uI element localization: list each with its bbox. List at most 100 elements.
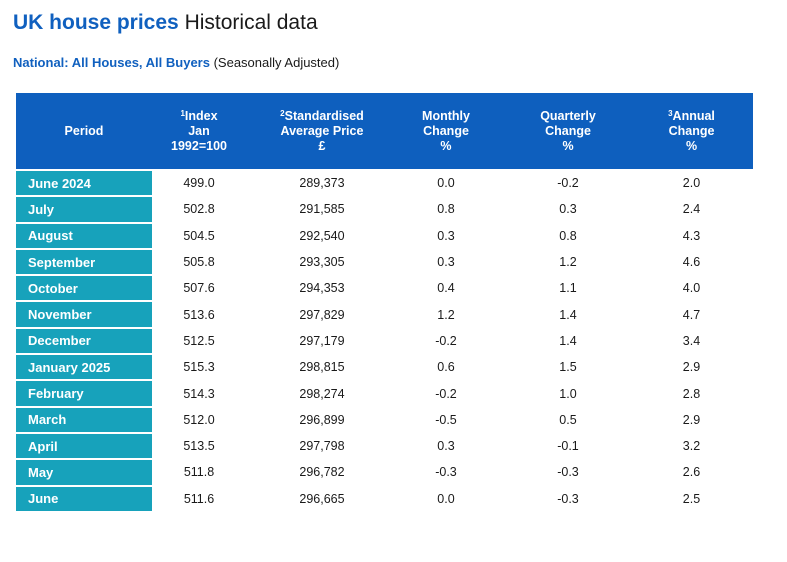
annual-change-cell: 2.9 [682, 360, 701, 375]
monthly-change-cell: 0.3 [437, 439, 455, 454]
header-price: 2Standardised Average Price £ [246, 93, 398, 169]
index-cell: 502.8 [183, 202, 215, 217]
monthly-change-cell: -0.2 [435, 333, 457, 348]
table-row: April 513.5 297,798 0.3 -0.1 3.2 [16, 433, 753, 459]
header-period-label: Period [64, 123, 104, 138]
quarterly-change-cell: -0.3 [557, 465, 579, 480]
header-index-line2: Jan [188, 123, 210, 138]
price-cell: 296,899 [299, 412, 345, 427]
annual-change-cell: 4.7 [682, 307, 701, 322]
index-cell: 507.6 [183, 281, 215, 296]
quarterly-change-cell: 1.2 [559, 255, 577, 270]
price-cell: 297,179 [299, 333, 345, 348]
quarterly-change-cell: 1.5 [559, 360, 577, 375]
period-cell: January 2025 [16, 355, 152, 380]
period-cell: September [16, 249, 152, 275]
header-annual-line1: Annual [672, 108, 715, 123]
monthly-change-cell: -0.3 [435, 465, 457, 480]
page-title: UK house prices Historical data [13, 10, 318, 36]
table-row: November 513.6 297,829 1.2 1.4 4.7 [16, 302, 753, 327]
header-monthly-line2: Change [423, 123, 469, 138]
index-cell: 499.0 [183, 176, 215, 191]
annual-change-cell: 2.4 [682, 202, 701, 217]
annual-change-cell: 4.6 [682, 255, 701, 270]
index-cell: 512.5 [183, 333, 215, 348]
quarterly-change-cell: -0.1 [557, 439, 579, 454]
index-cell: 515.3 [183, 360, 215, 375]
quarterly-change-cell: -0.2 [557, 176, 579, 191]
header-period: Period [16, 93, 152, 169]
price-cell: 296,665 [299, 491, 345, 506]
period-cell: June 2024 [16, 171, 152, 196]
period-cell: March [16, 407, 152, 432]
annual-change-cell: 3.4 [682, 333, 701, 348]
header-price-line1: Standardised [284, 108, 364, 123]
header-annual: 3Annual Change % [642, 93, 741, 169]
table-row: September 505.8 293,305 0.3 1.2 4.6 [16, 249, 753, 275]
index-cell: 512.0 [183, 412, 215, 427]
price-cell: 292,540 [299, 228, 345, 243]
period-cell: February [16, 381, 152, 406]
period-cell: June [16, 486, 152, 511]
period-cell: July [16, 197, 152, 222]
header-quarterly-line1: Quarterly [540, 108, 596, 123]
subtitle-strong: National: All Houses, All Buyers [13, 55, 210, 70]
price-cell: 296,782 [299, 465, 345, 480]
header-quarterly-line2: Change [545, 123, 591, 138]
header-quarterly-line3: % [562, 138, 574, 153]
quarterly-change-cell: 1.4 [559, 307, 577, 322]
price-cell: 293,305 [299, 255, 345, 270]
monthly-change-cell: 1.2 [437, 307, 455, 322]
period-cell: December [16, 328, 152, 354]
table-row: August 504.5 292,540 0.3 0.8 4.3 [16, 223, 753, 248]
monthly-change-cell: 0.3 [437, 255, 455, 270]
quarterly-change-cell: 1.0 [559, 386, 577, 401]
annual-change-cell: 4.0 [682, 281, 701, 296]
monthly-change-cell: 0.8 [437, 202, 455, 217]
annual-change-cell: 3.2 [682, 439, 701, 454]
index-cell: 513.5 [183, 439, 215, 454]
table-row: June 2024 499.0 289,373 0.0 -0.2 2.0 [16, 171, 753, 196]
header-price-line2: Average Price [280, 123, 364, 138]
price-cell: 298,274 [299, 386, 345, 401]
header-quarterly: Quarterly Change % [494, 93, 642, 169]
annual-change-cell: 2.8 [682, 386, 701, 401]
quarterly-change-cell: 0.8 [559, 228, 577, 243]
quarterly-change-cell: 1.1 [559, 281, 577, 296]
header-index-footnote: 1 [180, 108, 185, 118]
price-cell: 291,585 [299, 202, 345, 217]
header-annual-line3: % [685, 138, 698, 153]
period-cell: May [16, 460, 152, 485]
table-row: July 502.8 291,585 0.8 0.3 2.4 [16, 197, 753, 222]
table-row: January 2025 515.3 298,815 0.6 1.5 2.9 [16, 355, 753, 380]
table-subtitle: National: All Houses, All Buyers (Season… [13, 55, 339, 71]
price-cell: 297,829 [299, 307, 345, 322]
period-cell: April [16, 433, 152, 459]
header-monthly-line3: % [440, 138, 452, 153]
table-row: June 511.6 296,665 0.0 -0.3 2.5 [16, 486, 753, 511]
index-cell: 514.3 [183, 386, 215, 401]
monthly-change-cell: -0.2 [435, 386, 457, 401]
table-row: October 507.6 294,353 0.4 1.1 4.0 [16, 276, 753, 301]
table-body: June 2024 499.0 289,373 0.0 -0.2 2.0 Jul… [16, 171, 753, 513]
table-row: December 512.5 297,179 -0.2 1.4 3.4 [16, 328, 753, 354]
price-cell: 298,815 [299, 360, 345, 375]
table-header: Period 1Index Jan 1992=100 2Standardised… [16, 93, 753, 169]
monthly-change-cell: 0.0 [437, 491, 455, 506]
page-title-rest: Historical data [184, 11, 318, 34]
table-row: March 512.0 296,899 -0.5 0.5 2.9 [16, 407, 753, 432]
header-index: 1Index Jan 1992=100 [152, 93, 246, 169]
monthly-change-cell: 0.6 [437, 360, 455, 375]
period-cell: October [16, 276, 152, 301]
index-cell: 505.8 [183, 255, 215, 270]
monthly-change-cell: 0.4 [437, 281, 455, 296]
quarterly-change-cell: 0.3 [559, 202, 577, 217]
index-cell: 513.6 [183, 307, 215, 322]
quarterly-change-cell: 1.4 [559, 333, 577, 348]
monthly-change-cell: -0.5 [435, 412, 457, 427]
index-cell: 511.6 [183, 491, 215, 506]
index-cell: 504.5 [183, 228, 215, 243]
annual-change-cell: 2.9 [682, 412, 701, 427]
header-monthly-line1: Monthly [422, 108, 470, 123]
price-cell: 297,798 [299, 439, 345, 454]
